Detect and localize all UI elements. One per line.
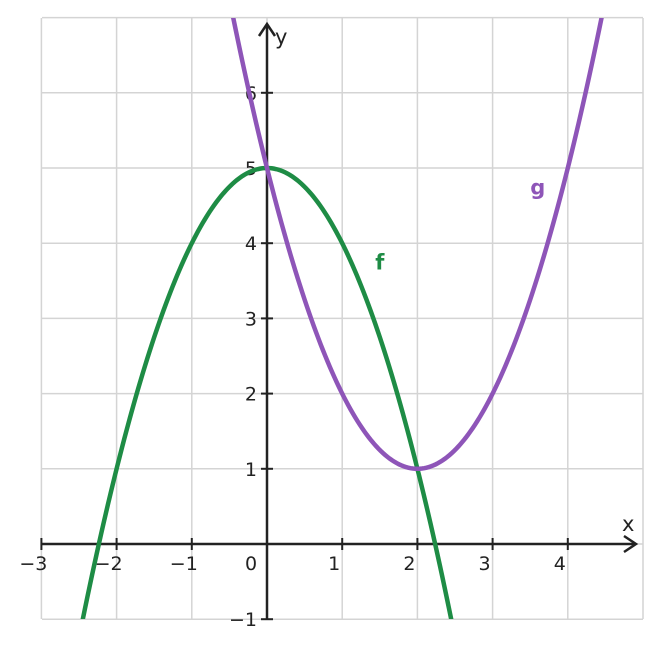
- y-axis-label: y: [275, 25, 287, 49]
- x-tick-label: 2: [403, 553, 415, 575]
- axes: [42, 21, 639, 619]
- x-tick-label: 3: [479, 553, 491, 575]
- y-tick-label: 3: [245, 308, 257, 330]
- curve-label-g: g: [530, 175, 545, 199]
- x-axis-arrow: [623, 534, 639, 554]
- x-tick-label: 4: [554, 553, 566, 575]
- x-tick-label: −2: [95, 553, 123, 575]
- x-axis-label: x: [622, 512, 634, 536]
- y-tick-label: 2: [245, 384, 257, 406]
- series-g-line: [230, 18, 604, 472]
- x-tick-label: 0: [245, 553, 257, 575]
- y-tick-label: 1: [245, 459, 257, 481]
- y-tick-label: −1: [229, 609, 257, 631]
- curve-label-f: f: [375, 251, 385, 275]
- y-tick-label: 4: [245, 233, 257, 255]
- curves: [80, 18, 604, 619]
- x-tick-label: −1: [170, 553, 198, 575]
- y-axis-arrow: [257, 21, 277, 37]
- curve-labels: fg: [375, 175, 545, 274]
- x-tick-label: 1: [328, 553, 340, 575]
- x-tick-label: −3: [19, 553, 47, 575]
- grid: [40, 16, 644, 620]
